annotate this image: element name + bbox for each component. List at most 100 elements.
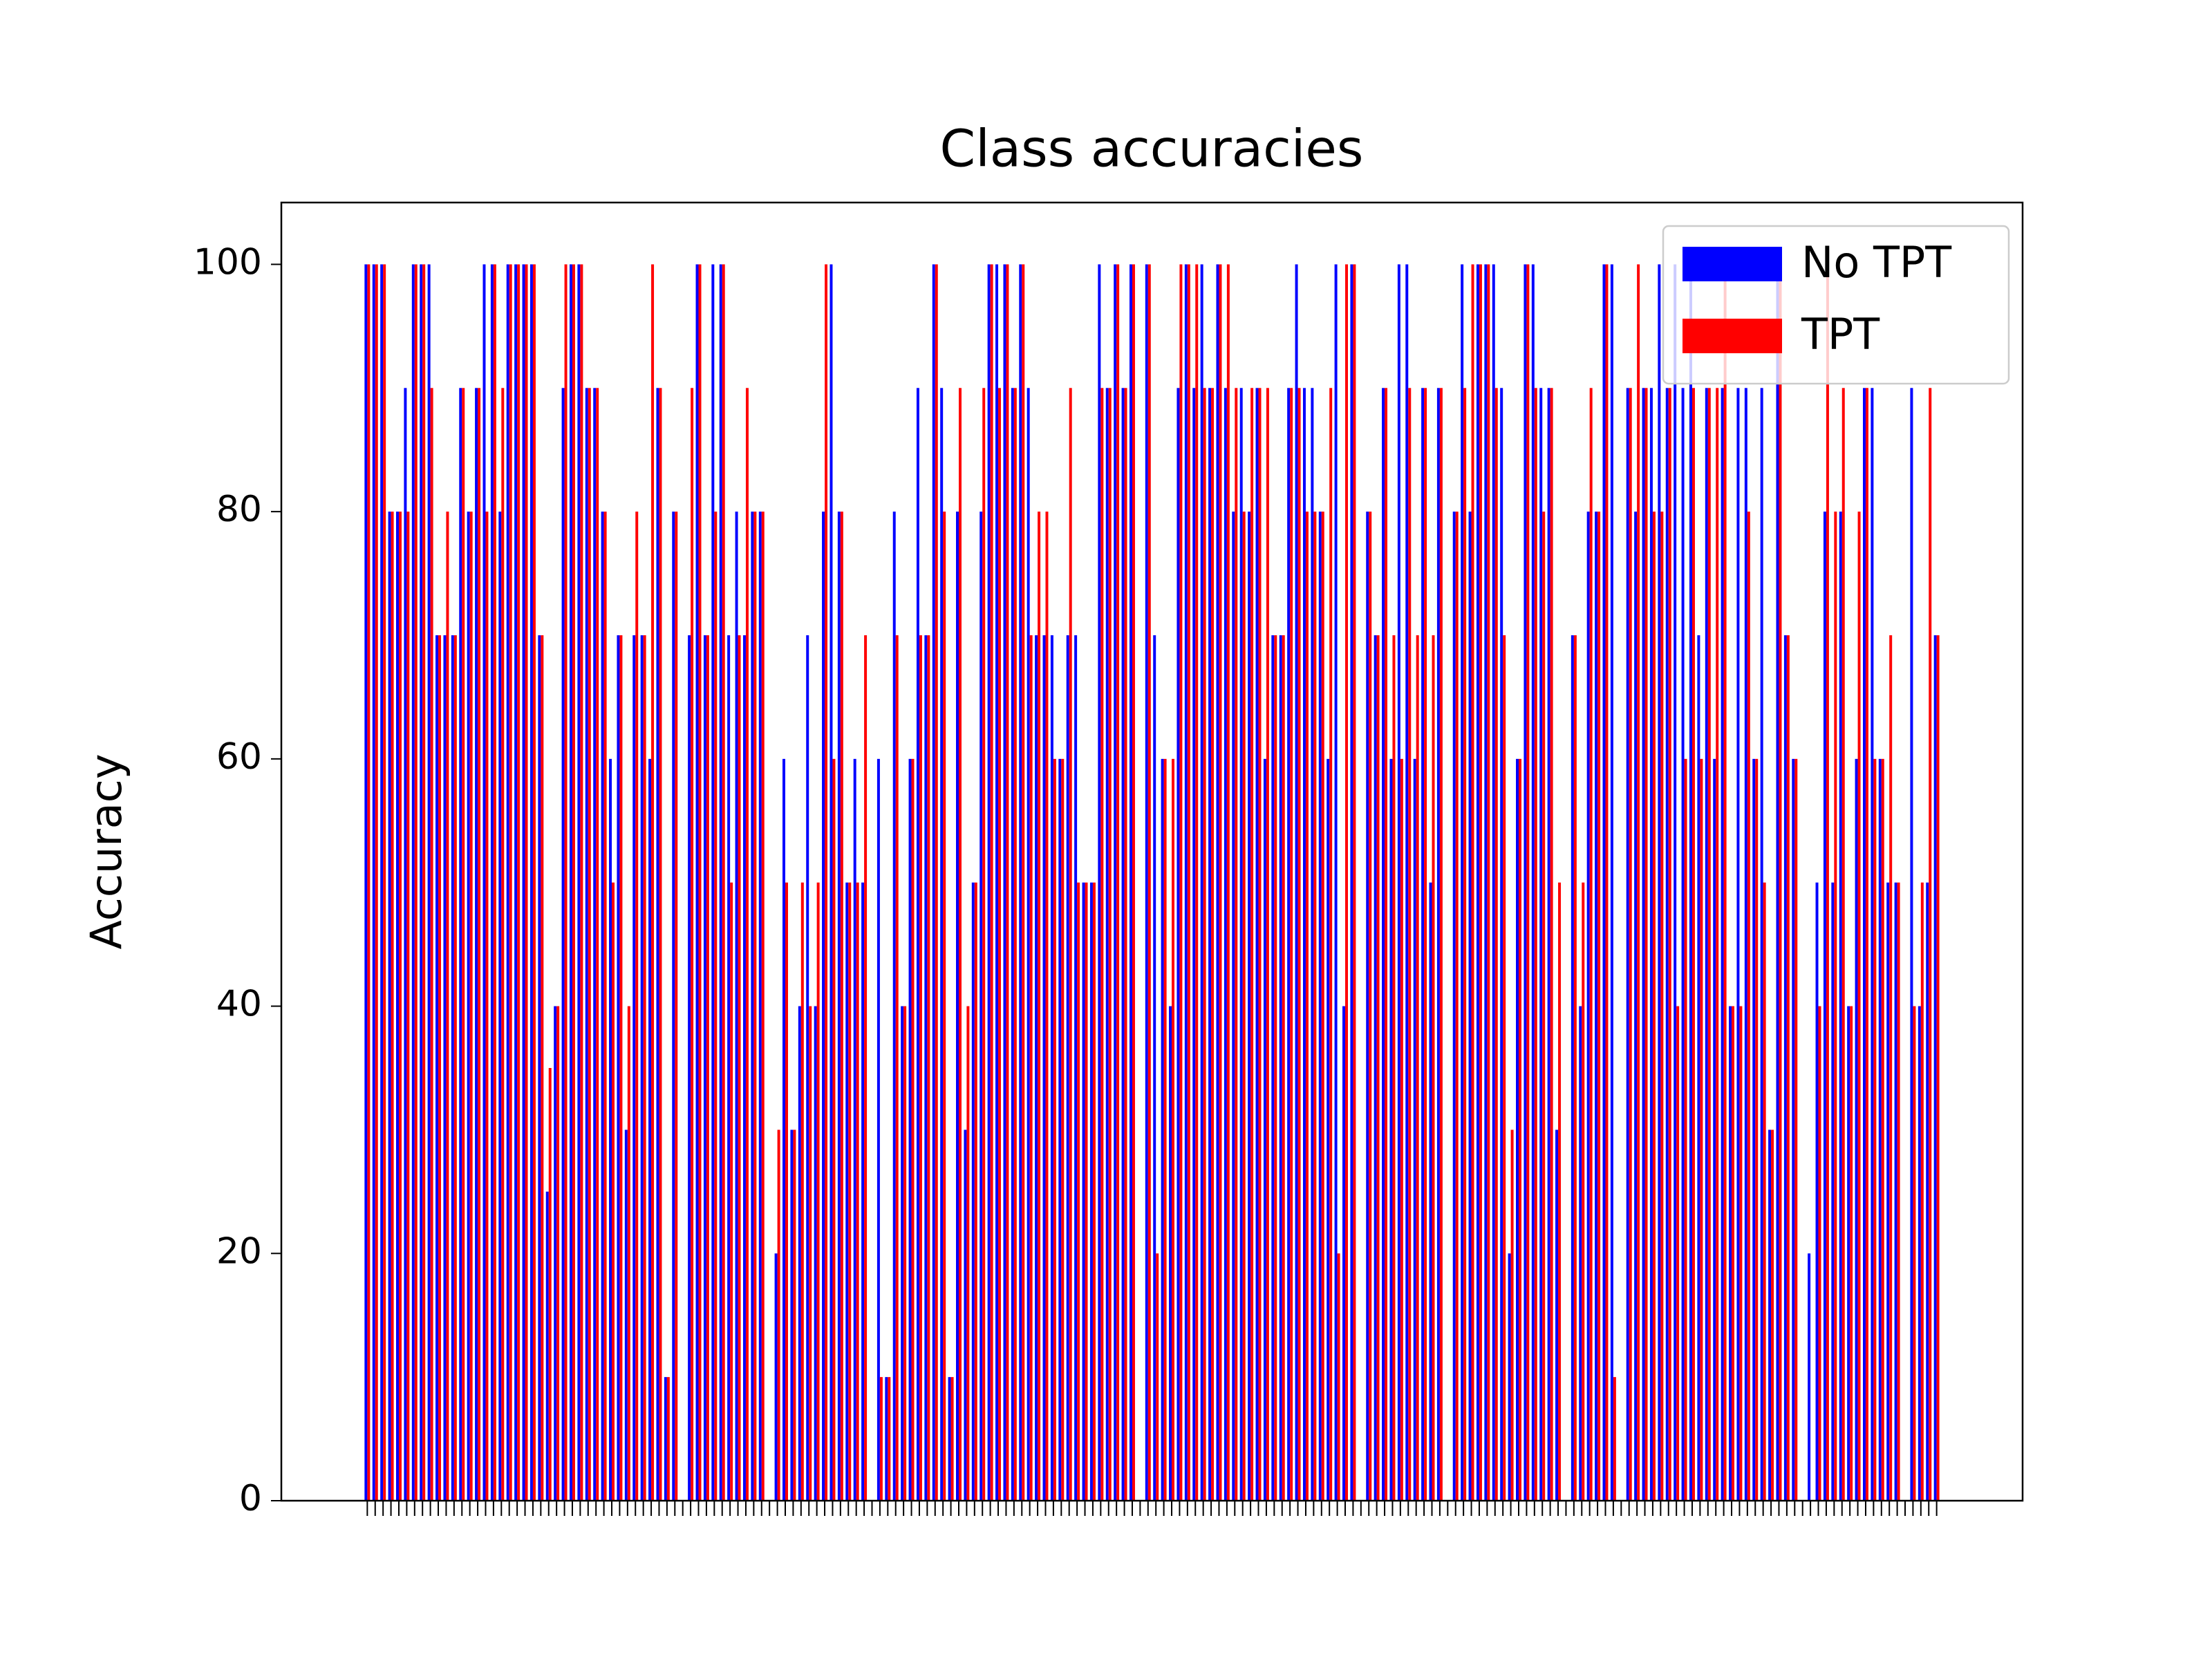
bar (1350, 264, 1353, 1501)
bar (830, 264, 833, 1501)
bar (648, 758, 652, 1501)
bar (1421, 388, 1425, 1501)
bar (453, 635, 457, 1501)
bar (1345, 264, 1349, 1501)
bar (1200, 264, 1203, 1501)
bar (1058, 758, 1062, 1501)
y-tick-label: 20 (216, 1230, 262, 1272)
bar (982, 388, 986, 1501)
bar (1579, 1006, 1582, 1501)
bar (1721, 388, 1724, 1501)
bar (1053, 758, 1056, 1501)
bar (541, 635, 544, 1501)
bar (506, 264, 509, 1501)
bar (958, 388, 962, 1501)
bar (1089, 882, 1093, 1501)
bar (482, 264, 486, 1501)
bar (1461, 264, 1464, 1501)
bar (1121, 388, 1125, 1501)
bar (1255, 388, 1259, 1501)
bar (1239, 388, 1243, 1501)
bar (1132, 264, 1135, 1501)
bar (1455, 512, 1459, 1501)
bar (1582, 882, 1585, 1501)
bar (514, 264, 518, 1501)
bar (414, 264, 418, 1501)
bar (1744, 388, 1747, 1501)
bar (980, 512, 983, 1501)
bar (864, 635, 868, 1501)
bar (848, 882, 852, 1501)
bar (1484, 264, 1488, 1501)
bar (498, 512, 502, 1501)
bar (1116, 264, 1120, 1501)
bar (1732, 1006, 1735, 1501)
legend: No TPT TPT (1662, 225, 2010, 385)
bar (1626, 388, 1629, 1501)
bar (585, 388, 588, 1501)
bar (1605, 264, 1609, 1501)
bar (1416, 635, 1419, 1501)
bar (1027, 388, 1030, 1501)
bar (569, 264, 572, 1501)
bar (422, 264, 426, 1501)
bar (1763, 882, 1766, 1501)
bar (711, 264, 715, 1501)
bar (1716, 388, 1719, 1501)
bar (935, 264, 938, 1501)
bar (545, 1191, 549, 1501)
bar (601, 512, 604, 1501)
bar (1910, 388, 1913, 1501)
bar (1376, 635, 1380, 1501)
bar (816, 882, 820, 1501)
bar (814, 1006, 817, 1501)
bar (1184, 264, 1188, 1501)
bar (1290, 388, 1293, 1501)
bar (927, 635, 930, 1501)
bar (1405, 264, 1409, 1501)
bar (822, 512, 825, 1501)
bar (1271, 635, 1275, 1501)
y-tick-label: 0 (239, 1478, 262, 1519)
bar (1297, 388, 1301, 1501)
bar (532, 264, 536, 1501)
bar (1439, 388, 1443, 1501)
bar (974, 882, 977, 1501)
bar (1847, 1006, 1850, 1501)
bar (790, 1130, 794, 1501)
bar (1531, 264, 1535, 1501)
bar (469, 512, 473, 1501)
bar (698, 264, 702, 1501)
bar (588, 388, 591, 1501)
bar (1077, 882, 1080, 1501)
bar (509, 264, 512, 1501)
bar (1755, 758, 1759, 1501)
bar (1542, 512, 1546, 1501)
bar (901, 1006, 904, 1501)
bar (908, 758, 912, 1501)
bar (624, 1130, 628, 1501)
bar (666, 1377, 670, 1501)
bar (1857, 512, 1861, 1501)
bar (1700, 758, 1703, 1501)
bar (777, 1130, 780, 1501)
bar (627, 1006, 630, 1501)
bar (1637, 264, 1640, 1501)
bar (1353, 264, 1356, 1501)
bar (438, 635, 442, 1501)
bar (1691, 388, 1695, 1501)
y-tick-label: 100 (194, 241, 262, 283)
bar (1768, 1130, 1772, 1501)
bar (1929, 388, 1932, 1501)
bar (380, 264, 384, 1501)
bar (612, 882, 615, 1501)
bar (940, 388, 944, 1501)
bar (1652, 512, 1656, 1501)
bar (1179, 264, 1183, 1501)
bar (1061, 758, 1065, 1501)
bar (761, 512, 765, 1501)
legend-label: No TPT (1801, 237, 1952, 288)
bar (806, 635, 809, 1501)
bar (1881, 758, 1884, 1501)
plot-frame (280, 201, 2024, 1502)
